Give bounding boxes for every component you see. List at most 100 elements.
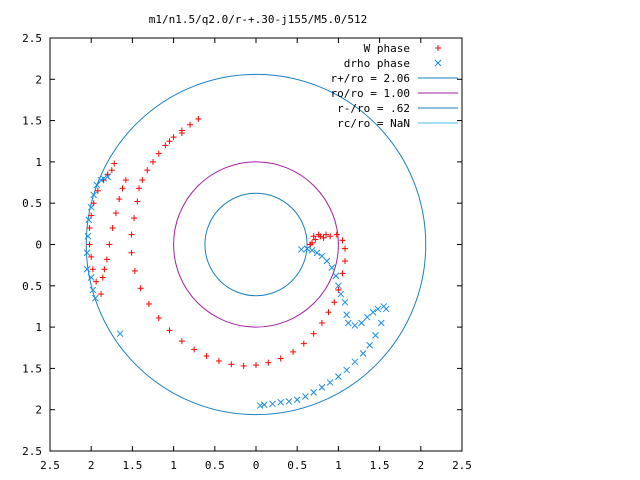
legend: W phase drho phase r+/ro = 2.06 ro/ro = 1.0… [331,42,458,130]
drho-phase-point [83,265,91,273]
w-phase-point [111,160,118,167]
data-series [83,115,390,409]
w-phase-point [122,177,129,184]
y-tick-label: 2.5 [22,445,42,458]
y-tick-label: 0.5 [22,197,42,210]
drho-phase-point [310,389,318,396]
w-phase-point [94,187,101,194]
w-phase-point [101,266,108,273]
drho-phase-point [326,379,334,386]
w-phase-point [128,249,135,256]
w-phase-point [145,300,152,307]
x-tick-label: 0.5 [287,459,307,472]
reference-circle [173,161,339,328]
legend-label: drho phase [344,57,410,70]
drho-phase-point [84,232,92,240]
w-phase-point [228,361,235,368]
legend-marker [434,59,442,67]
w-phase-point [331,299,338,306]
drho-phase-point [366,341,374,349]
drho-phase-point [382,305,390,313]
legend-label: rc/ro = NaN [337,117,410,130]
w-phase-point [203,353,210,360]
w-phase-point [178,129,185,136]
y-tick-label: 2 [35,404,42,417]
w-phase-point [144,167,151,174]
w-phase-point [341,258,348,265]
y-tick-label: 1.5 [22,115,42,128]
w-phase-point [310,330,317,337]
w-phase-point [323,231,330,238]
w-phase-point [191,346,198,353]
w-phase-point [99,274,106,281]
drho-phase-point [337,290,345,298]
y-tick-label: 2 [35,73,42,86]
w-phase-point [139,177,146,184]
x-tick-label: 1 [335,459,342,472]
w-phase-point [98,291,105,298]
w-phase-point [135,185,142,192]
drho-phase-point [104,173,112,181]
w-phase-point [277,355,284,362]
drho-phase-point [351,358,359,366]
drho-phase-point [363,313,371,321]
drho-phase-point [313,249,321,257]
drho-phase-point [91,294,99,302]
w-phase-point [155,315,162,322]
w-phase-point [131,215,138,222]
w-phase-point [178,338,185,345]
drho-phase-point [328,264,336,271]
w-phase-point [253,362,259,369]
w-phase-point [339,237,346,244]
w-phase-point [300,340,307,347]
w-phase-point [131,267,138,274]
drho-phase-point [351,322,359,329]
w-phase-point [89,266,96,273]
reference-circles [85,73,427,416]
w-phase-point [187,121,194,128]
w-phase-point [150,158,156,165]
drho-phase-point [285,398,293,405]
drho-phase-point [343,311,350,319]
w-phase-point [290,348,297,355]
drho-phase-point [256,402,264,409]
w-phase-point [128,231,135,238]
w-phase-point [119,185,126,192]
drho-phase-point [335,282,342,290]
w-phase-point [318,319,325,326]
chart-title: m1/n1.5/q2.0/r-+.30-j155/M5.0/512 [149,13,368,26]
drho-phase-point [369,308,377,316]
y-tick-label: 1 [35,156,42,169]
w-phase-point [108,167,115,174]
drho-phase-point [323,257,331,265]
w-phase-point [116,196,123,203]
x-tick-label: 2 [88,459,95,472]
series-group [86,115,348,369]
reference-circle [204,192,308,297]
w-phase-point [137,285,144,292]
drho-phase-point [335,373,342,381]
legend-label: r-/ro = .62 [337,102,410,115]
x-tick-label: 2.5 [40,459,60,472]
x-tick-label: 0 [253,459,260,472]
y-tick-label: 0.5 [22,280,42,293]
drho-phase-point [377,319,385,327]
drho-phase-point [332,272,340,280]
drho-phase-point [358,319,365,327]
w-phase-point [103,256,110,263]
legend-marker [435,45,441,51]
drho-phase-point [87,203,95,211]
w-phase-point [312,236,319,243]
drho-phase-point [269,400,276,408]
w-phase-point [86,241,93,248]
drho-phase-point [116,330,124,338]
w-phase-point [307,241,314,248]
x-tick-label: 2 [417,459,424,472]
w-phase-point [339,270,346,277]
y-tick-label: 1.5 [22,362,42,375]
series-group [83,173,390,409]
x-tick-label: 1.5 [122,459,142,472]
drho-phase-point [343,366,350,374]
w-phase-point [320,234,327,241]
